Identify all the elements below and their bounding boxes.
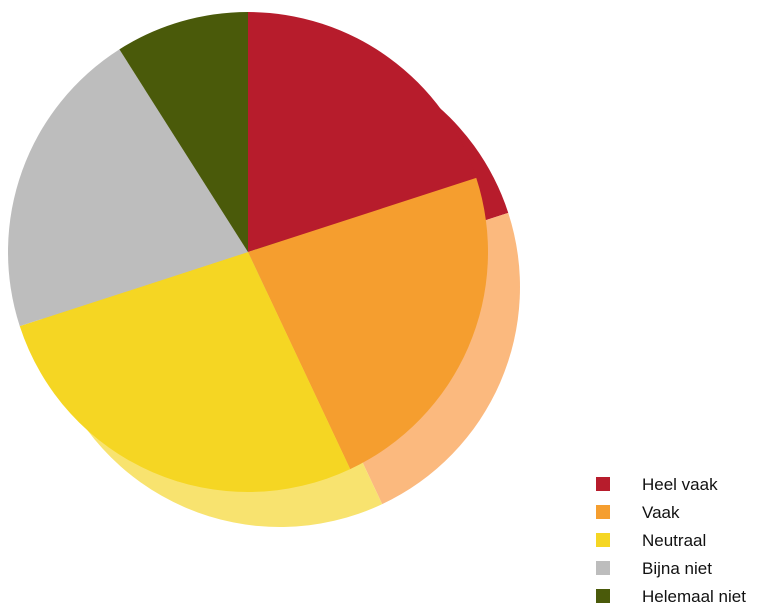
legend-label-helemaal-niet: Helemaal niet — [642, 586, 746, 606]
legend-label-bijna-niet: Bijna niet — [642, 558, 712, 578]
pie-slices — [8, 12, 488, 493]
legend-swatch-heel-vaak — [596, 477, 610, 491]
pie-slice-heel-vaak — [248, 12, 477, 252]
legend-item-bijna-niet: Bijna niet — [596, 554, 771, 582]
pie-slice-bijna-niet — [8, 49, 248, 327]
legend-label-heel-vaak: Heel vaak — [642, 474, 718, 494]
legend-item-heel-vaak: Heel vaak — [596, 470, 771, 498]
legend-swatch-helemaal-niet — [596, 589, 610, 603]
legend-swatch-bijna-niet — [596, 561, 610, 575]
pie-slice-helemaal-niet — [119, 12, 249, 252]
legend-item-neutraal: Neutraal — [596, 526, 771, 554]
pie-slice-neutraal — [19, 252, 351, 493]
legend-swatch-neutraal — [596, 533, 610, 547]
chart-legend: Heel vaak Vaak Neutraal Bijna niet Helem… — [596, 470, 771, 610]
legend-item-vaak: Vaak — [596, 498, 771, 526]
legend-label-vaak: Vaak — [642, 502, 680, 522]
legend-item-helemaal-niet: Helemaal niet — [596, 582, 771, 610]
legend-label-neutraal: Neutraal — [642, 530, 707, 550]
pie-slice-vaak — [248, 177, 488, 470]
legend-swatch-vaak — [596, 505, 610, 519]
